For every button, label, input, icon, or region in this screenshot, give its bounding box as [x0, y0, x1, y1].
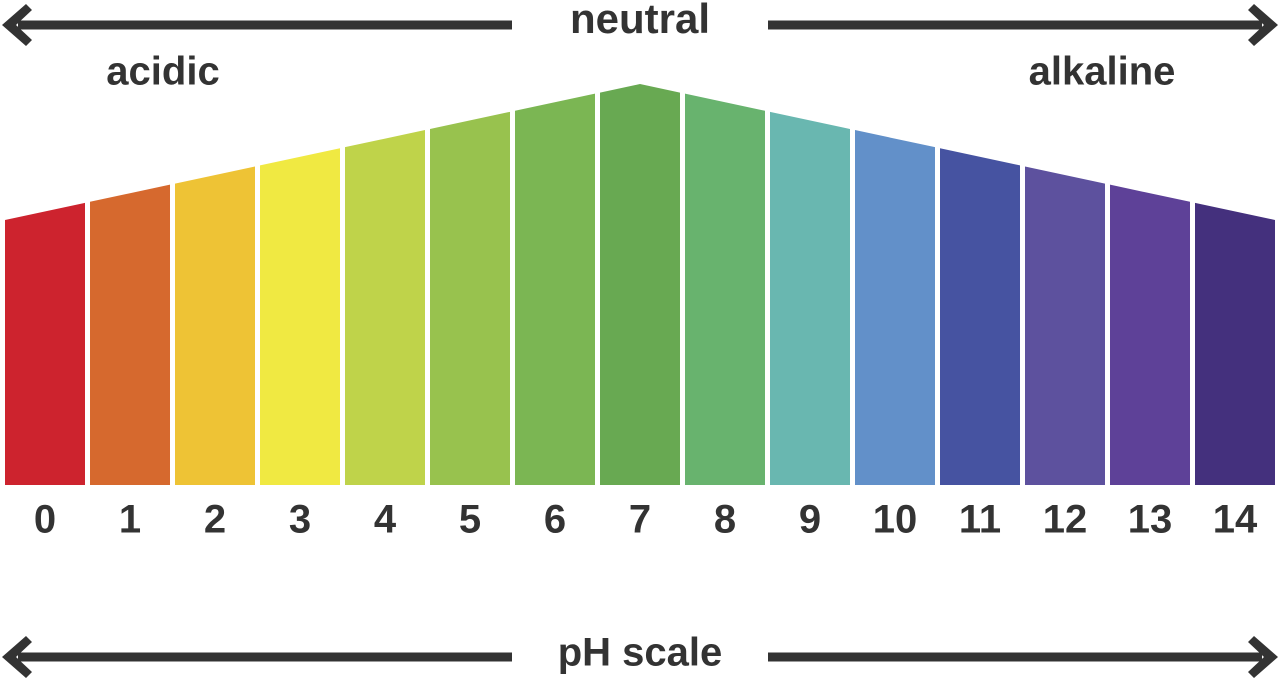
ph-value-label: 13	[1128, 498, 1173, 542]
ph-segment	[175, 166, 255, 485]
ph-segment	[770, 111, 850, 485]
ph-segment	[685, 93, 765, 486]
acidic-label: acidic	[106, 50, 219, 94]
segments: 0 1 2 3 4 5 6 7 8 9 10 11 12 13 14	[5, 84, 1275, 542]
ph-segment	[1195, 202, 1275, 485]
ph-segment	[345, 130, 425, 485]
ph-segment	[1025, 166, 1105, 485]
ph-value-label: 9	[799, 498, 821, 542]
ph-value-label: 8	[714, 498, 736, 542]
ph-value-label: 7	[629, 498, 651, 542]
footer-label: pH scale	[558, 631, 723, 675]
ph-segment	[5, 202, 85, 485]
bottom-arrows	[2, 636, 1278, 678]
ph-value-label: 5	[459, 498, 481, 542]
ph-value-label: 11	[959, 498, 1001, 542]
arrow-head	[2, 4, 32, 46]
arrow-head	[1248, 4, 1278, 46]
ph-segment	[940, 148, 1020, 486]
ph-segment	[90, 184, 170, 485]
ph-value-label: 14	[1213, 498, 1258, 542]
ph-value-label: 3	[289, 498, 311, 542]
ph-segment	[600, 84, 680, 485]
ph-value-label: 2	[204, 498, 226, 542]
ph-segment	[430, 111, 510, 485]
ph-value-label: 12	[1043, 498, 1088, 542]
ph-segment	[855, 130, 935, 485]
alkaline-label: alkaline	[1029, 50, 1176, 94]
ph-value-label: 0	[34, 498, 56, 542]
ph-value-label: 6	[544, 498, 566, 542]
ph-value-label: 10	[873, 498, 918, 542]
ph-segment	[260, 148, 340, 486]
ph-segment	[1110, 184, 1190, 485]
arrow-head	[2, 636, 32, 678]
neutral-label: neutral	[570, 0, 710, 42]
arrow-head	[1248, 636, 1278, 678]
ph-value-label: 4	[374, 498, 397, 542]
ph-segment	[515, 93, 595, 486]
top-arrows	[2, 4, 1278, 46]
ph-value-label: 1	[119, 498, 141, 542]
